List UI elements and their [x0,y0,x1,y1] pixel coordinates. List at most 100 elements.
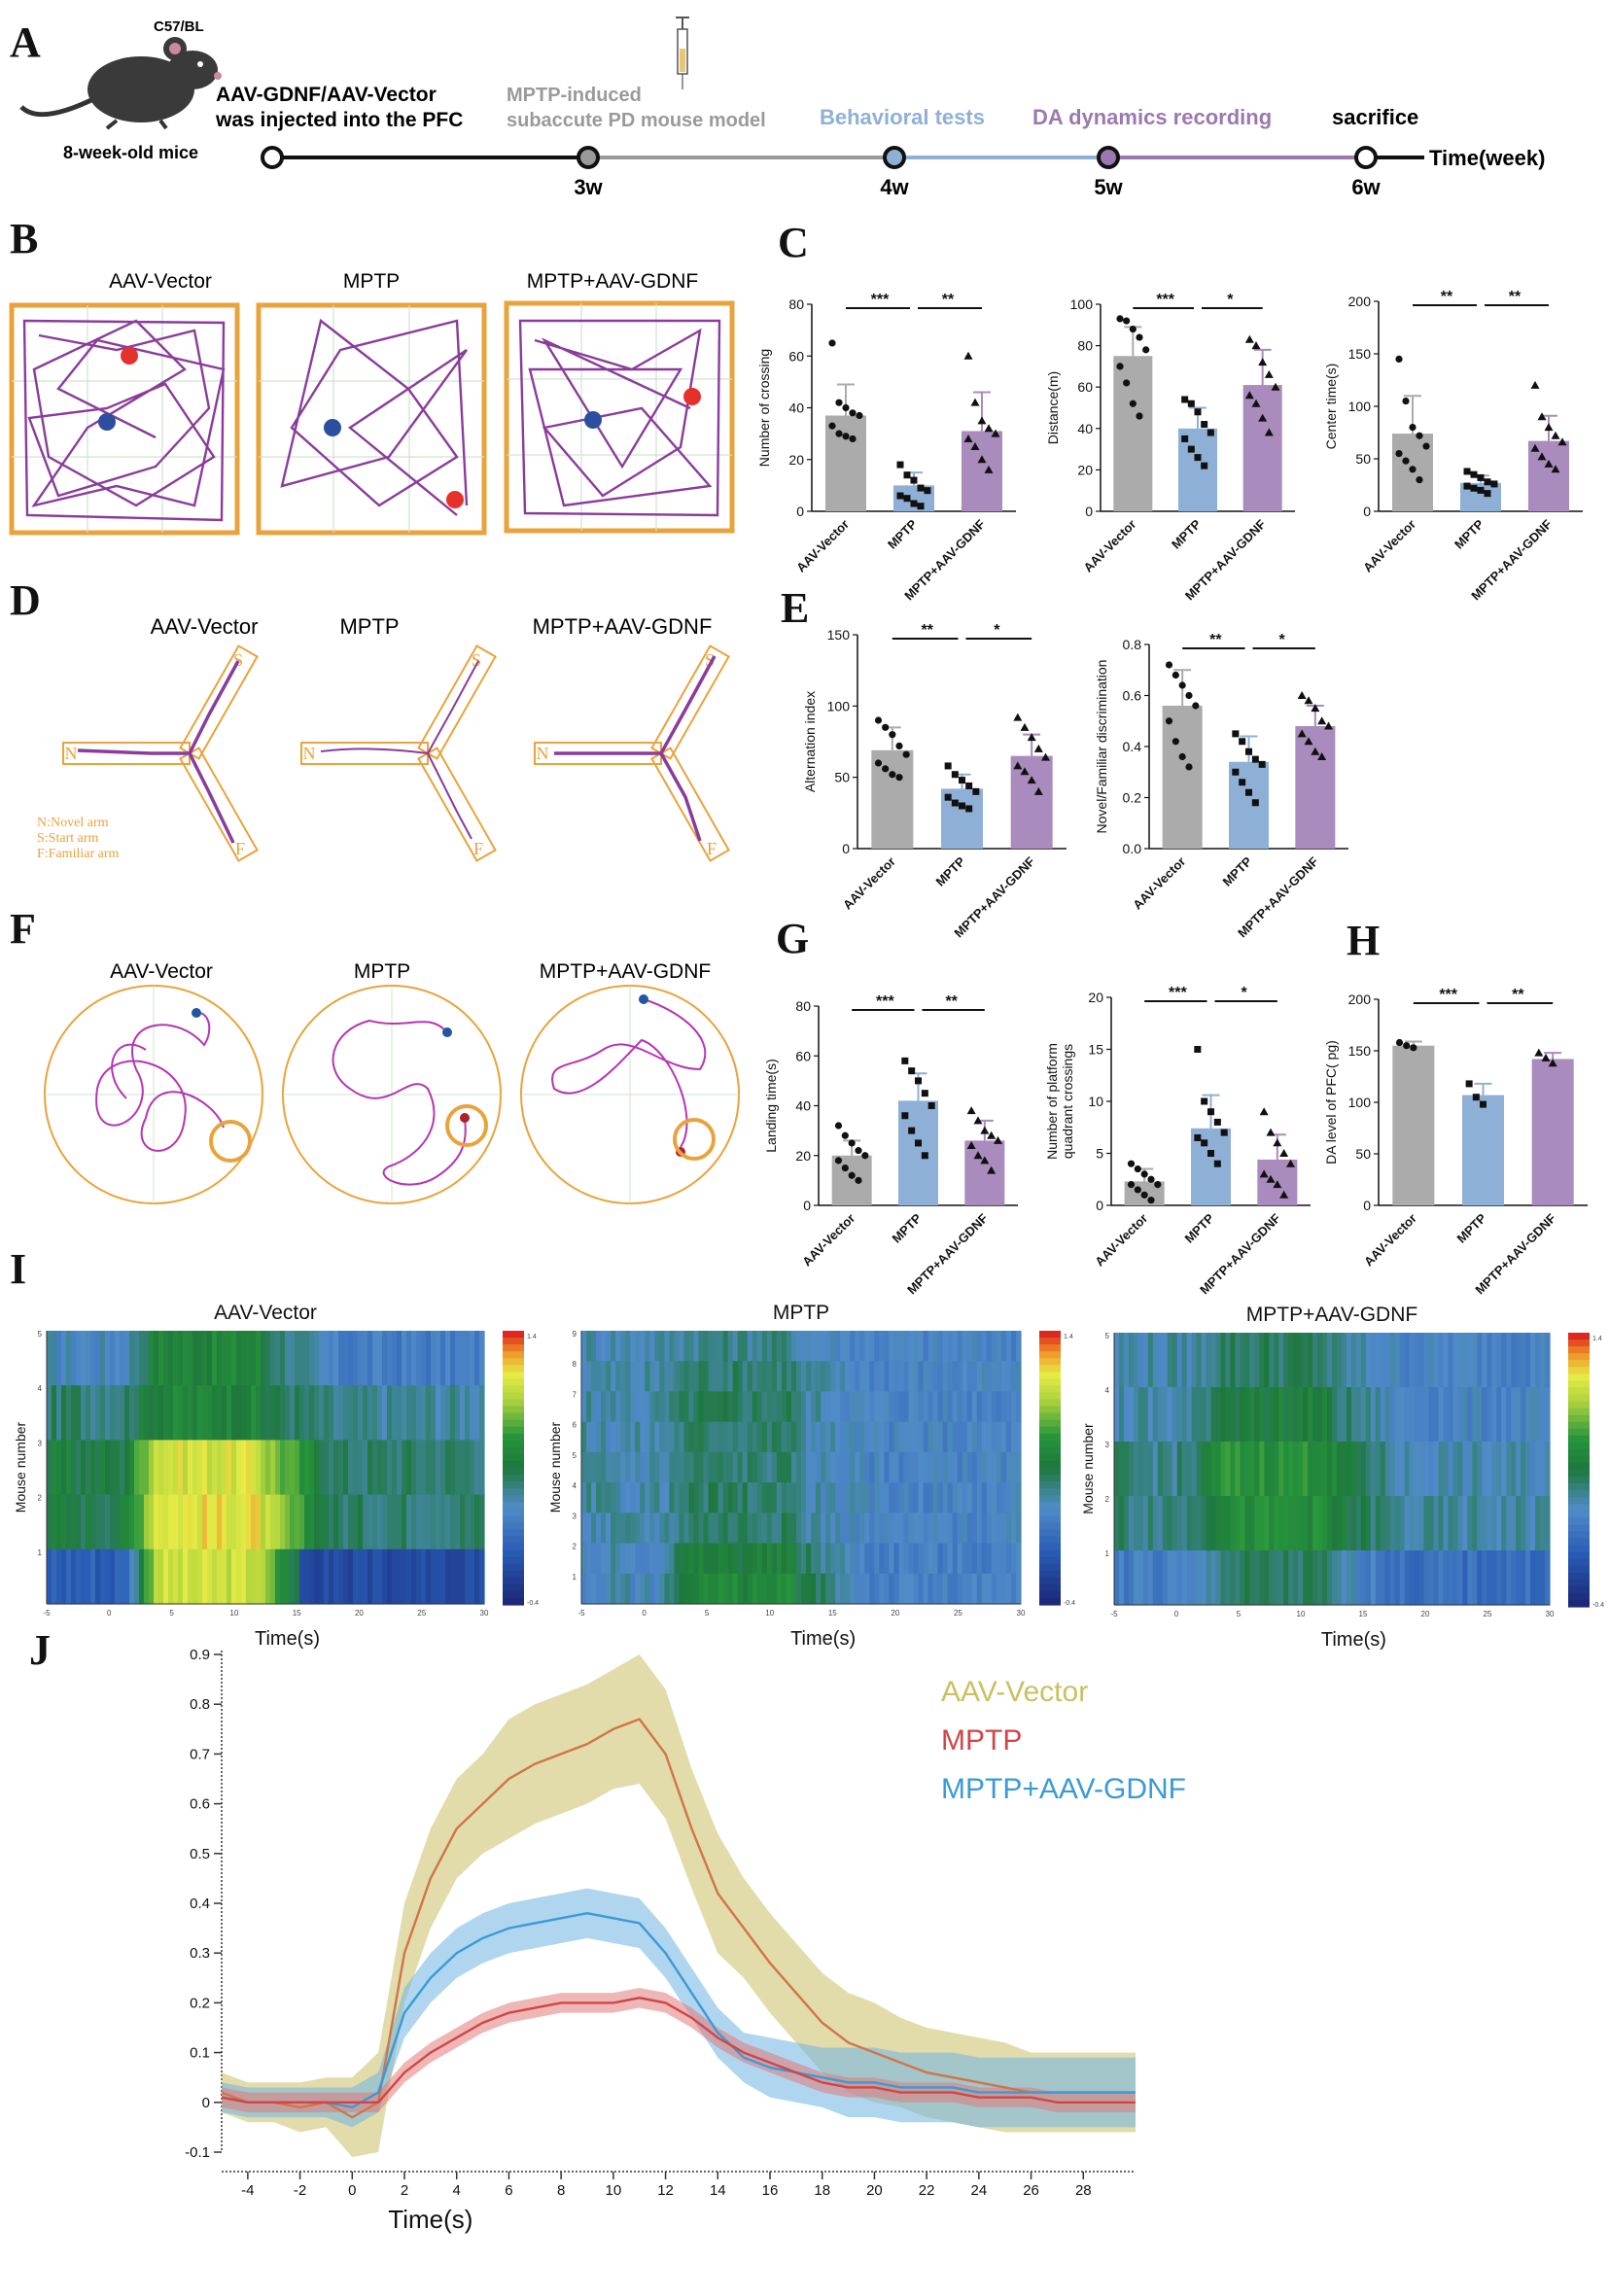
heatmap-cell [606,1421,612,1453]
heatmap-cell [1428,1387,1435,1443]
heatmap-cell [115,1385,121,1441]
heatmap-cell [1133,1550,1139,1606]
heatmap-cell [1128,1496,1135,1551]
sig-label: ** [942,292,955,308]
heatmap-cell [76,1548,82,1605]
y-tick-label: 100 [827,698,851,713]
heatmap-cell [654,1391,660,1423]
heatmap-cell [285,1548,291,1605]
heatmap-cell [52,1494,57,1550]
heatmap-x-tick: 30 [1017,1609,1026,1618]
heatmap-cell [683,1482,690,1513]
heatmap-cell [630,1391,636,1423]
heatmap-cell [1448,1333,1454,1388]
heatmap-cell [864,1421,870,1453]
heatmap-cell [1114,1442,1120,1497]
data-point [1123,379,1131,387]
heatmap-cell [850,1451,856,1483]
heatmap-cell [197,1440,203,1496]
f-title-mptp: MPTP [354,960,410,983]
heatmap-cell [1496,1387,1502,1443]
heatmap-cell [1414,1550,1420,1606]
heatmap-cell [611,1361,616,1393]
heatmap-cell [947,1391,954,1423]
heatmap-cell [845,1573,851,1605]
heatmap-cell [962,1482,968,1513]
heatmap-cell [387,1548,393,1605]
heatmap-cell [611,1543,616,1575]
heatmap-cell [1448,1442,1454,1497]
heatmap-cell [173,1440,179,1496]
colorbar-step [1568,1504,1590,1512]
heatmap-cell [884,1331,890,1362]
heatmap-cell [52,1385,57,1441]
heatmap-cell [874,1513,880,1545]
heatmap-cell [620,1421,626,1453]
heatmap-cell [957,1331,963,1362]
heatmap-cell [630,1573,636,1605]
heatmap-cell [703,1573,710,1605]
heatmap-cell [889,1391,895,1423]
colorbar-step [1568,1333,1590,1340]
heatmap-cell [1133,1442,1139,1497]
heatmap-cell [392,1385,398,1441]
heatmap-cell [908,1421,915,1453]
heatmap-cell [727,1543,734,1575]
y-tick-label: 100 [1348,399,1372,414]
heatmap-cell [649,1331,655,1362]
heatmap-cell [937,1421,944,1453]
heatmap-cell [1288,1387,1294,1443]
heatmap-cell [402,1494,407,1550]
heatmap-cell [859,1482,865,1513]
heatmap-cell [1360,1387,1367,1443]
heatmap-cell [611,1482,616,1513]
heatmap-cell [952,1361,959,1393]
heatmap-cell [752,1451,758,1483]
heatmap-cell [1322,1442,1328,1497]
heatmap-cell [1201,1333,1207,1388]
data-point [1297,729,1307,738]
data-point [987,1131,997,1139]
heatmap-cell [703,1421,710,1453]
heatmap-cell [874,1421,880,1453]
heatmap-cell [1404,1550,1411,1606]
heatmap-cell [581,1573,587,1605]
heatmap-cell [942,1573,949,1605]
heatmap-cell [202,1385,208,1441]
heatmap-cell [1152,1333,1159,1388]
heatmap-cell [192,1440,198,1496]
heatmap-cell [1409,1550,1416,1606]
data-point [1477,473,1485,481]
heatmap-cell [192,1494,198,1550]
heatmap-cell [1457,1333,1463,1388]
heatmap-cell [1308,1333,1313,1388]
heatmap-cell [202,1331,208,1386]
heatmap-cell [333,1440,339,1496]
heatmap-cell [816,1573,822,1605]
heatmap-cell [898,1451,905,1483]
colorbar-step [1039,1536,1061,1545]
heatmap-cell [1375,1333,1382,1388]
colorbar-step [503,1570,524,1579]
heatmap-cell [601,1451,607,1483]
heatmap-cell [270,1385,276,1441]
heatmap-cell [761,1451,768,1483]
heatmap-cell [781,1451,787,1483]
heatmap-cell [110,1385,116,1441]
heatmap-cell [1346,1442,1352,1497]
heatmap-cell [1152,1387,1159,1443]
heatmap-cell [747,1513,753,1545]
heatmap-cell [698,1391,705,1423]
heatmap-cell [1423,1442,1430,1497]
heatmap-cell [309,1440,315,1496]
heatmap-cell [436,1385,441,1441]
heatmap-cell [698,1482,705,1513]
data-point [1530,443,1540,452]
heatmap-x-tick: 0 [107,1609,112,1618]
heatmap-cell [1274,1387,1279,1443]
heatmap-cell [937,1543,944,1575]
heatmap-cell [1346,1333,1352,1388]
heatmap-cell [338,1494,344,1550]
heatmap-cell [722,1421,729,1453]
j-x-tick-label: -2 [294,2182,306,2199]
